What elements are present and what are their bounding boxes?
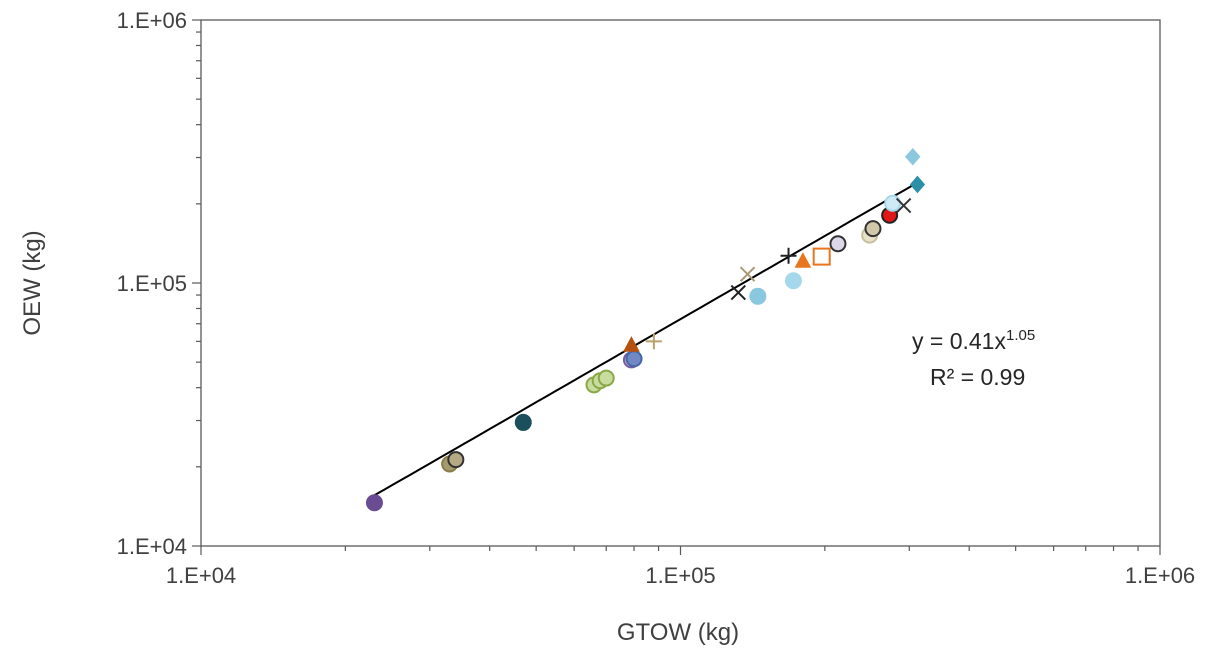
x-tick-label: 1.E+06 [1125,563,1195,588]
points-layer [365,147,926,512]
trendline-r2: R² = 0.99 [930,364,1025,390]
data-point-x [730,284,747,301]
y-tick-label: 1.E+05 [117,271,187,296]
data-point-circle [625,350,643,368]
data-point-circle [597,369,615,387]
data-point-diamond [909,175,926,194]
data-point-circle [884,194,902,212]
labels-layer: GTOW (kg) OEW (kg) y = 0.41x1.05 R² = 0.… [19,230,1035,646]
data-point-circle [514,413,532,431]
y-axis-title: OEW (kg) [19,230,46,335]
data-point-triangle [623,336,640,352]
data-point-x [739,266,756,282]
x-tick-label: 1.E+05 [645,563,715,588]
data-point-circle [749,287,767,305]
data-point-circle [784,272,802,290]
trendline [373,182,917,497]
axes-layer: 1.E+04 1.E+05 1.E+06 1.E+04 1.E+05 1.E+06 [117,8,1196,588]
x-axis-title: GTOW (kg) [617,619,739,646]
y-tick-label: 1.E+06 [117,8,187,33]
trendline-equation: y = 0.41x1.05 [912,327,1035,354]
trendline-equation-exponent: 1.05 [1006,327,1035,344]
trendline-layer [373,182,917,497]
data-point-diamond [905,147,921,166]
y-tick-label: 1.E+04 [117,534,187,559]
data-point-circle [365,494,383,512]
trendline-equation-base: y = 0.41x [912,328,1006,354]
data-point-circle [829,235,847,253]
data-point-x [895,197,912,214]
plot-frame [200,19,1161,547]
data-point-square [812,247,831,266]
x-tick-label: 1.E+04 [166,563,236,588]
data-point-triangle [794,252,812,268]
data-point-plus [780,247,797,264]
data-point-plus [645,333,662,350]
data-point-circle [447,451,465,469]
data-point-circle [864,220,882,238]
